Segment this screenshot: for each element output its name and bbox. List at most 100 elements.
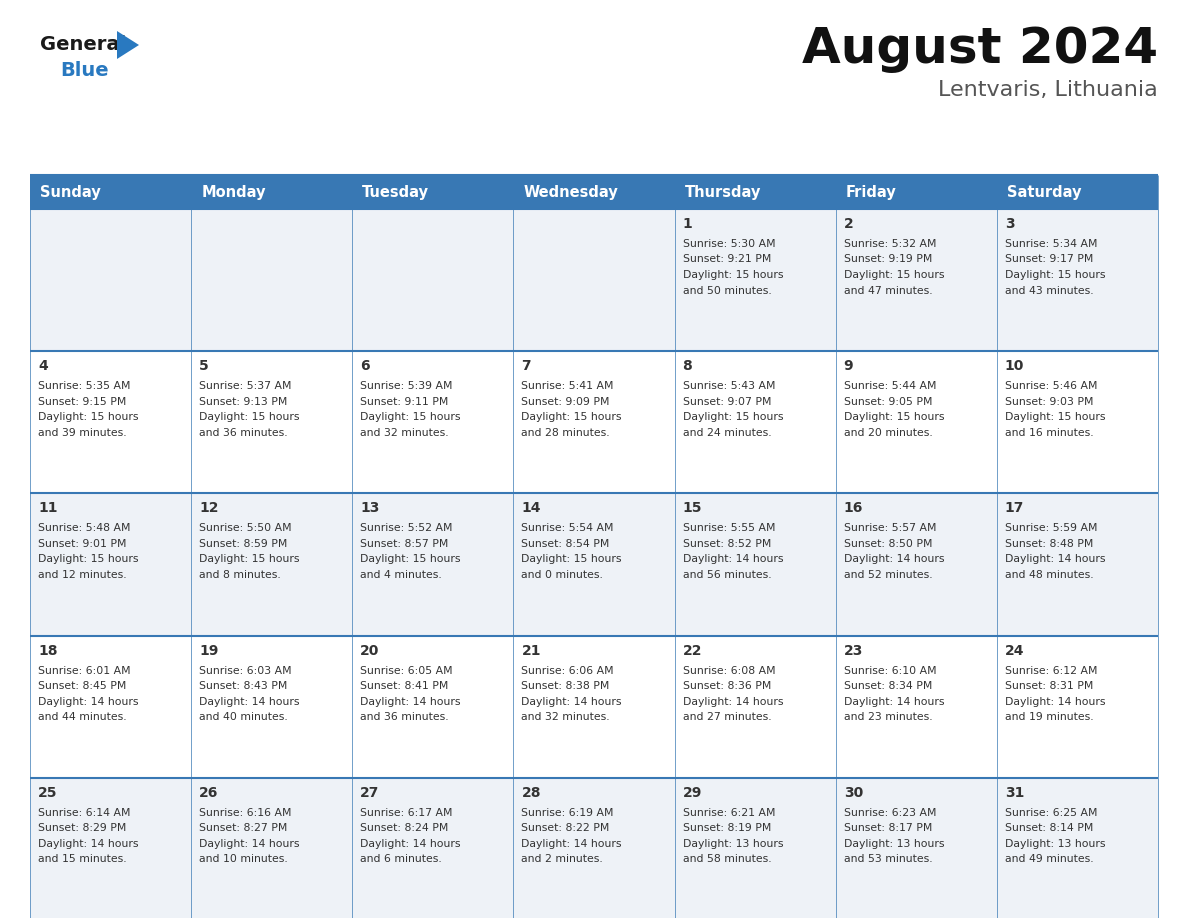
Text: Sunset: 8:19 PM: Sunset: 8:19 PM <box>683 823 771 834</box>
Text: Sunrise: 6:25 AM: Sunrise: 6:25 AM <box>1005 808 1098 818</box>
Text: Sunset: 9:05 PM: Sunset: 9:05 PM <box>843 397 933 407</box>
Bar <box>30 352 1158 493</box>
Text: Daylight: 15 hours: Daylight: 15 hours <box>843 270 944 280</box>
Text: and 23 minutes.: and 23 minutes. <box>843 712 933 722</box>
Text: Sunrise: 5:41 AM: Sunrise: 5:41 AM <box>522 381 614 391</box>
Text: 2: 2 <box>843 217 853 231</box>
Text: Daylight: 14 hours: Daylight: 14 hours <box>360 697 461 707</box>
Text: and 0 minutes.: and 0 minutes. <box>522 570 604 580</box>
Text: Blue: Blue <box>61 61 108 80</box>
Text: 12: 12 <box>200 501 219 515</box>
Text: Sunset: 9:19 PM: Sunset: 9:19 PM <box>843 254 933 264</box>
Text: Sunset: 8:48 PM: Sunset: 8:48 PM <box>1005 539 1093 549</box>
Text: Sunrise: 5:52 AM: Sunrise: 5:52 AM <box>360 523 453 533</box>
Text: Daylight: 15 hours: Daylight: 15 hours <box>1005 412 1105 422</box>
Text: Thursday: Thursday <box>684 185 762 199</box>
Text: August 2024: August 2024 <box>802 25 1158 73</box>
Text: Daylight: 14 hours: Daylight: 14 hours <box>843 554 944 565</box>
Bar <box>30 635 1158 778</box>
Text: Sunset: 8:14 PM: Sunset: 8:14 PM <box>1005 823 1093 834</box>
Text: and 10 minutes.: and 10 minutes. <box>200 855 287 865</box>
Text: Daylight: 14 hours: Daylight: 14 hours <box>683 697 783 707</box>
Text: Sunset: 8:50 PM: Sunset: 8:50 PM <box>843 539 933 549</box>
Text: Sunset: 9:03 PM: Sunset: 9:03 PM <box>1005 397 1093 407</box>
Text: 28: 28 <box>522 786 541 800</box>
Text: and 4 minutes.: and 4 minutes. <box>360 570 442 580</box>
Polygon shape <box>116 31 139 59</box>
Text: and 36 minutes.: and 36 minutes. <box>200 428 287 438</box>
Text: Sunset: 8:59 PM: Sunset: 8:59 PM <box>200 539 287 549</box>
Text: Sunrise: 6:01 AM: Sunrise: 6:01 AM <box>38 666 131 676</box>
Text: Sunrise: 5:43 AM: Sunrise: 5:43 AM <box>683 381 775 391</box>
Text: 3: 3 <box>1005 217 1015 231</box>
Text: Saturday: Saturday <box>1007 185 1081 199</box>
Text: and 53 minutes.: and 53 minutes. <box>843 855 933 865</box>
Text: Sunrise: 6:23 AM: Sunrise: 6:23 AM <box>843 808 936 818</box>
Text: Sunset: 9:13 PM: Sunset: 9:13 PM <box>200 397 287 407</box>
Text: and 40 minutes.: and 40 minutes. <box>200 712 287 722</box>
Text: Sunset: 8:36 PM: Sunset: 8:36 PM <box>683 681 771 691</box>
Text: Sunrise: 5:46 AM: Sunrise: 5:46 AM <box>1005 381 1098 391</box>
Text: 9: 9 <box>843 359 853 374</box>
Text: 22: 22 <box>683 644 702 657</box>
Text: Sunset: 8:24 PM: Sunset: 8:24 PM <box>360 823 449 834</box>
Text: Daylight: 14 hours: Daylight: 14 hours <box>683 554 783 565</box>
Text: 23: 23 <box>843 644 864 657</box>
Text: Daylight: 14 hours: Daylight: 14 hours <box>38 697 139 707</box>
Text: Sunset: 8:34 PM: Sunset: 8:34 PM <box>843 681 933 691</box>
Text: Daylight: 15 hours: Daylight: 15 hours <box>38 412 139 422</box>
Bar <box>675 175 835 209</box>
Text: 5: 5 <box>200 359 209 374</box>
Text: Daylight: 15 hours: Daylight: 15 hours <box>522 554 623 565</box>
Text: Sunrise: 6:17 AM: Sunrise: 6:17 AM <box>360 808 453 818</box>
Text: 8: 8 <box>683 359 693 374</box>
Text: and 43 minutes.: and 43 minutes. <box>1005 285 1093 296</box>
Bar <box>997 175 1158 209</box>
Text: Daylight: 14 hours: Daylight: 14 hours <box>200 697 299 707</box>
Text: 15: 15 <box>683 501 702 515</box>
Text: and 56 minutes.: and 56 minutes. <box>683 570 771 580</box>
Text: Sunrise: 5:48 AM: Sunrise: 5:48 AM <box>38 523 131 533</box>
Text: and 24 minutes.: and 24 minutes. <box>683 428 771 438</box>
Text: 25: 25 <box>38 786 57 800</box>
Text: Daylight: 15 hours: Daylight: 15 hours <box>522 412 623 422</box>
Text: 1: 1 <box>683 217 693 231</box>
Text: Sunrise: 6:06 AM: Sunrise: 6:06 AM <box>522 666 614 676</box>
Text: Daylight: 13 hours: Daylight: 13 hours <box>683 839 783 849</box>
Text: Sunset: 8:54 PM: Sunset: 8:54 PM <box>522 539 609 549</box>
Bar <box>30 209 1158 352</box>
Text: Sunset: 9:15 PM: Sunset: 9:15 PM <box>38 397 126 407</box>
Text: Daylight: 14 hours: Daylight: 14 hours <box>522 839 623 849</box>
Text: Sunset: 8:17 PM: Sunset: 8:17 PM <box>843 823 933 834</box>
Text: Sunrise: 5:35 AM: Sunrise: 5:35 AM <box>38 381 131 391</box>
Text: Sunset: 9:01 PM: Sunset: 9:01 PM <box>38 539 126 549</box>
Text: Daylight: 15 hours: Daylight: 15 hours <box>683 270 783 280</box>
Bar <box>513 175 675 209</box>
Text: Daylight: 14 hours: Daylight: 14 hours <box>1005 554 1105 565</box>
Text: Sunset: 9:17 PM: Sunset: 9:17 PM <box>1005 254 1093 264</box>
Text: and 12 minutes.: and 12 minutes. <box>38 570 127 580</box>
Text: Sunday: Sunday <box>40 185 101 199</box>
Text: Sunrise: 5:34 AM: Sunrise: 5:34 AM <box>1005 239 1098 249</box>
Text: Sunrise: 6:19 AM: Sunrise: 6:19 AM <box>522 808 614 818</box>
Text: Sunset: 8:45 PM: Sunset: 8:45 PM <box>38 681 126 691</box>
Text: and 2 minutes.: and 2 minutes. <box>522 855 604 865</box>
Text: and 28 minutes.: and 28 minutes. <box>522 428 611 438</box>
Text: Sunset: 9:11 PM: Sunset: 9:11 PM <box>360 397 449 407</box>
Text: Sunrise: 5:39 AM: Sunrise: 5:39 AM <box>360 381 453 391</box>
Text: Sunrise: 5:59 AM: Sunrise: 5:59 AM <box>1005 523 1098 533</box>
Text: Daylight: 14 hours: Daylight: 14 hours <box>360 839 461 849</box>
Text: 31: 31 <box>1005 786 1024 800</box>
Text: Sunrise: 6:12 AM: Sunrise: 6:12 AM <box>1005 666 1098 676</box>
Text: and 58 minutes.: and 58 minutes. <box>683 855 771 865</box>
Text: Daylight: 14 hours: Daylight: 14 hours <box>1005 697 1105 707</box>
Text: and 15 minutes.: and 15 minutes. <box>38 855 127 865</box>
Text: Lentvaris, Lithuania: Lentvaris, Lithuania <box>939 80 1158 100</box>
Text: and 27 minutes.: and 27 minutes. <box>683 712 771 722</box>
Text: 4: 4 <box>38 359 48 374</box>
Text: 14: 14 <box>522 501 541 515</box>
Text: Monday: Monday <box>201 185 266 199</box>
Text: and 32 minutes.: and 32 minutes. <box>360 428 449 438</box>
Text: Daylight: 15 hours: Daylight: 15 hours <box>683 412 783 422</box>
Text: Sunset: 8:29 PM: Sunset: 8:29 PM <box>38 823 126 834</box>
